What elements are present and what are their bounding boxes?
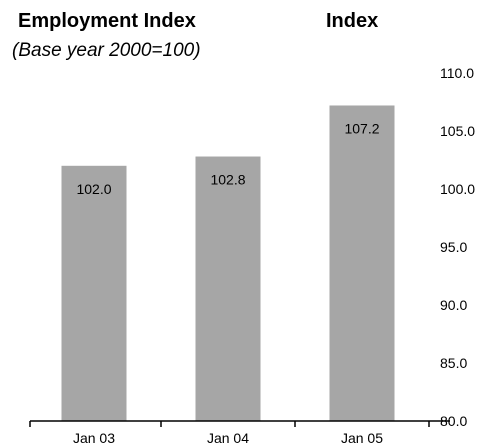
bars-group (61, 105, 395, 421)
bar-value-label: 102.8 (210, 172, 245, 188)
y-tick-label: 105.0 (440, 123, 475, 139)
y-tick-label: 90.0 (440, 297, 467, 313)
bar-2 (195, 156, 261, 421)
y-tick-label: 110.0 (440, 65, 474, 81)
bar-1 (61, 165, 127, 421)
y-tick-label: 80.0 (440, 413, 467, 429)
value-labels-group: 102.0 102.8 107.2 (76, 120, 379, 196)
y-tick-label: 85.0 (440, 355, 467, 371)
bar-value-label: 102.0 (76, 181, 111, 197)
y-tick-label: 95.0 (440, 239, 467, 255)
y-tick-label: 100.0 (440, 181, 475, 197)
bar-3 (329, 105, 395, 421)
y-axis-title: Index (326, 10, 379, 32)
x-tick-label: Jan 05 (341, 430, 383, 446)
x-tick-label: Jan 03 (73, 430, 115, 446)
chart-subtitle: (Base year 2000=100) (12, 40, 201, 61)
x-tick-label: Jan 04 (207, 430, 249, 446)
x-axis: Jan 03 Jan 04 Jan 05 (29, 420, 450, 446)
y-tick-labels: 80.0 85.0 90.0 95.0 100.0 105.0 110.0 (440, 65, 475, 429)
bar-value-label: 107.2 (344, 120, 379, 136)
chart-title: Employment Index (18, 10, 196, 32)
